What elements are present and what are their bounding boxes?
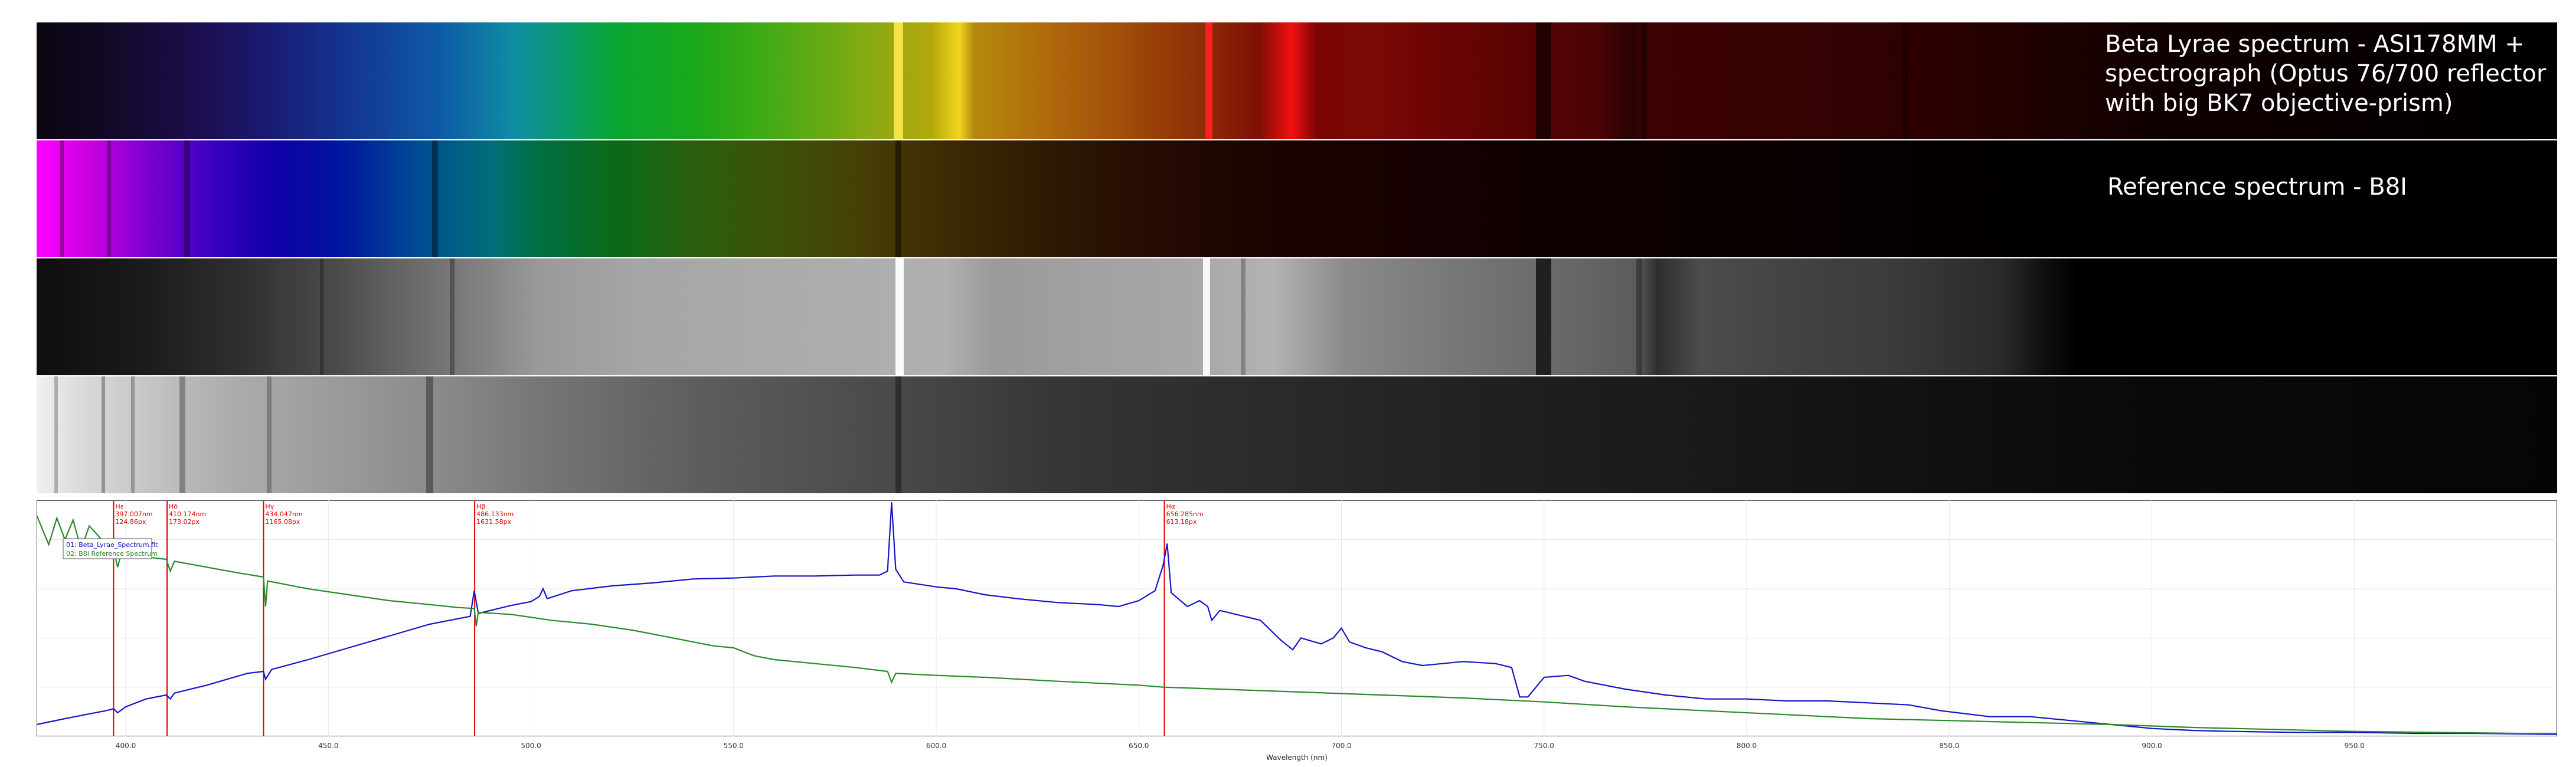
marker-label: Hα (1166, 503, 1176, 510)
x-tick-label: 850.0 (1939, 742, 1959, 750)
marker-wavelength: 397.007nm (115, 510, 152, 518)
reference-grayscale-lines (54, 376, 901, 493)
marker-label: Hδ (169, 503, 178, 510)
observed-grayscale-lines (320, 258, 1642, 375)
x-tick-label: 750.0 (1534, 742, 1554, 750)
marker-intensity: 124.86px (115, 518, 146, 526)
spectral-line (895, 376, 901, 493)
marker-label: Hβ (476, 503, 485, 510)
marker-wavelength: 410.174nm (169, 510, 206, 518)
marker-intensity: 613.18px (1166, 518, 1197, 526)
legend-entry: 01: Beta_Lyrae_Spectrum.fit (66, 541, 158, 549)
x-axis-label: Wavelength (nm) (1266, 753, 1328, 762)
spectral-line (895, 140, 901, 257)
x-tick-label: 450.0 (318, 742, 338, 750)
marker-wavelength: 656.285nm (1166, 510, 1204, 518)
legend-box (63, 538, 152, 559)
spectral-line (102, 376, 105, 493)
marker-intensity: 173.02px (169, 518, 200, 526)
series-line-reference (37, 514, 2557, 735)
spectrum-line-chart: 400.0 450.0 500.0 550.0 600.0 650.0 700.0 750.0… (37, 500, 2557, 762)
spectral-line (1203, 258, 1210, 375)
x-tick-label: 800.0 (1737, 742, 1757, 750)
reference-grayscale-spectrum (37, 376, 2557, 493)
reference-spectrum-label: Reference spectrum - B8I (2107, 173, 2407, 201)
spectral-line (320, 258, 323, 375)
reference-color-spectrum (37, 140, 2557, 257)
spectral-line (179, 376, 185, 493)
marker-wavelength: 486.133nm (476, 510, 514, 518)
spectral-line (432, 140, 438, 257)
spectral-line (1241, 258, 1245, 375)
spectral-line (1536, 258, 1551, 375)
spectral-line (894, 22, 903, 139)
series-line-observed (37, 502, 2557, 735)
observed-spectrum-label: Beta Lyrae spectrum - ASI178MM + spectro… (2105, 31, 2546, 117)
legend-entry: 02: B8I Reference Spectrum (66, 550, 158, 558)
spectral-line (1902, 22, 1908, 139)
reference-color-absorption-lines (60, 140, 901, 257)
spectral-line (1205, 22, 1212, 139)
spectral-line (895, 258, 904, 375)
spectral-line (184, 140, 190, 257)
spectral-line (60, 140, 64, 257)
x-tick-label: 900.0 (2142, 742, 2162, 750)
marker-wavelength: 434.047nm (265, 510, 302, 518)
x-tick-label: 950.0 (2345, 742, 2365, 750)
spectral-line (107, 140, 111, 257)
spectral-line (131, 376, 135, 493)
x-tick-label: 650.0 (1129, 742, 1149, 750)
x-tick-label: 400.0 (116, 742, 136, 750)
x-tick-label: 550.0 (724, 742, 744, 750)
marker-intensity: 1165.08px (265, 518, 300, 526)
spectral-line (1642, 22, 1647, 139)
spectral-line (267, 376, 272, 493)
marker-label: Hγ (265, 503, 274, 510)
x-tick-label: 500.0 (521, 742, 541, 750)
spectral-line (1636, 258, 1642, 375)
spectral-line (1536, 22, 1551, 139)
x-tick-label: 600.0 (926, 742, 946, 750)
observed-color-spectrum (37, 22, 2557, 139)
observed-grayscale-spectrum (37, 258, 2557, 375)
spectral-line (426, 376, 433, 493)
spectral-line (54, 376, 58, 493)
observed-color-absorption-lines (894, 22, 1908, 139)
marker-label: Hε (115, 503, 123, 510)
marker-intensity: 1631.58px (476, 518, 511, 526)
spectral-line (450, 258, 455, 375)
x-tick-label: 700.0 (1331, 742, 1351, 750)
